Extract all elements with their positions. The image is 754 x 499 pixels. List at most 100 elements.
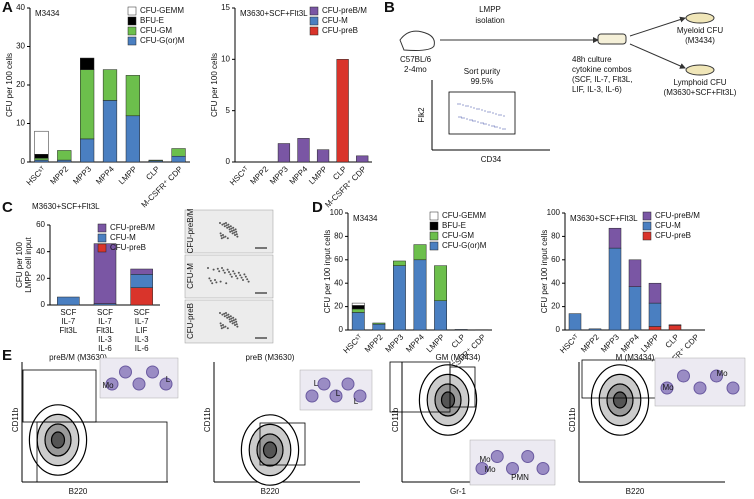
x-tick-label: LMPP xyxy=(117,165,139,187)
chart-title: M3434 xyxy=(353,214,378,223)
bar-segment xyxy=(130,268,153,275)
y-tick-label: 60 xyxy=(334,255,343,264)
colony-cell xyxy=(230,317,233,320)
cell-label: L xyxy=(354,397,359,406)
colony-cell xyxy=(223,312,226,315)
colony-cell xyxy=(228,271,230,273)
colony-cell xyxy=(229,273,232,276)
legend-label: CFU-preB/M xyxy=(655,211,700,220)
colony-cell xyxy=(226,316,229,319)
y-tick-label: 100 xyxy=(547,208,561,217)
cell-label: L xyxy=(314,379,319,388)
colony-cell xyxy=(236,235,239,238)
y-tick-label: 10 xyxy=(16,119,25,128)
legend-label: BFU-E xyxy=(140,16,164,25)
x-axis-label: CD34 xyxy=(481,155,502,164)
cell-label: Mo xyxy=(484,465,496,474)
x-tick-label: MPP3 xyxy=(71,164,93,186)
colony-cell xyxy=(225,282,228,285)
event-dot xyxy=(482,122,484,124)
y-tick-label: 80 xyxy=(551,232,560,241)
x-tick-label: HSCˢᵀ xyxy=(558,332,581,355)
legend-label: CFU-preB xyxy=(655,231,691,240)
event-dot xyxy=(495,113,497,115)
x-tick-label: IL-7 xyxy=(135,317,149,326)
y-axis-label: CD11b xyxy=(568,407,577,432)
cell xyxy=(132,377,146,391)
x-tick-label: HSCˢᵀ xyxy=(25,164,48,187)
culture-label: (SCF, IL-7, Flt3L, xyxy=(572,75,632,84)
legend-swatch xyxy=(309,16,319,26)
y-tick-label: 0 xyxy=(21,157,26,166)
legend-label: CFU-M xyxy=(322,16,348,25)
colony-image xyxy=(184,209,274,254)
legend-swatch xyxy=(97,223,107,233)
legend-label: CFU-GM xyxy=(140,26,172,35)
contour xyxy=(50,431,66,449)
bar-segment xyxy=(57,296,80,306)
colony-cell xyxy=(215,281,218,284)
colony-cell xyxy=(220,237,223,240)
output-label: Lymphoid CFU xyxy=(673,78,726,87)
bar-segment xyxy=(102,69,118,101)
colony-cell xyxy=(236,277,239,280)
bar-segment xyxy=(568,313,582,331)
event-dot xyxy=(471,119,473,121)
event-dot xyxy=(467,105,469,107)
legend-swatch xyxy=(309,26,319,36)
colony-label: CFU-preB xyxy=(186,303,195,339)
y-tick-label: 60 xyxy=(36,220,45,229)
output-label: Myeloid CFU xyxy=(677,26,723,35)
colony-cell xyxy=(247,280,250,283)
event-dot xyxy=(470,106,472,108)
bar-segment xyxy=(413,259,427,331)
panel-label: C xyxy=(2,199,13,216)
gate xyxy=(449,366,476,408)
bar-segment xyxy=(434,300,447,331)
event-dot xyxy=(484,110,486,112)
colony-cell xyxy=(225,314,228,317)
cell xyxy=(677,369,690,383)
bar-segment xyxy=(130,274,153,288)
event-dot xyxy=(476,108,478,110)
x-tick-label: LIF xyxy=(136,326,148,335)
cell xyxy=(353,389,367,403)
arrow xyxy=(629,43,686,69)
colony-cell xyxy=(231,320,233,322)
output-label: (M3630+SCF+Flt3L) xyxy=(664,88,737,97)
output-label: (M3434) xyxy=(685,36,715,45)
bar-segment xyxy=(57,159,72,163)
colony-cell xyxy=(221,223,224,226)
event-dot xyxy=(487,111,489,113)
mouse-label: C57BL/6 xyxy=(400,55,432,64)
legend-label: CFU-GM xyxy=(442,231,474,240)
event-dot xyxy=(458,116,460,118)
y-axis-label: LMPP cell input xyxy=(24,237,33,293)
colony-cell xyxy=(219,232,222,235)
cell xyxy=(521,450,535,463)
x-tick-label: IL-7 xyxy=(98,317,112,326)
event-dot xyxy=(469,119,471,121)
y-tick-label: 20 xyxy=(36,273,45,282)
legend-swatch xyxy=(309,6,319,16)
step-label: LMPP xyxy=(479,5,501,14)
cell xyxy=(146,365,159,379)
panel-label: B xyxy=(384,0,395,16)
event-dot xyxy=(462,104,464,106)
x-tick-label: MPP3 xyxy=(599,332,621,354)
bar-segment xyxy=(351,308,365,313)
x-tick-label: IL-3 xyxy=(98,335,112,344)
bar-segment xyxy=(34,154,49,159)
x-tick-label: MPP4 xyxy=(288,164,310,186)
colony-cell xyxy=(234,318,237,321)
legend-swatch xyxy=(642,221,652,231)
colony-cell xyxy=(207,267,209,269)
x-tick-label: MPP4 xyxy=(94,164,116,186)
x-tick-label: MPP2 xyxy=(363,332,385,354)
colony-cell xyxy=(209,279,212,282)
sort-title: Sort purity xyxy=(464,67,500,76)
legend-label: CFU-preB/M xyxy=(322,6,367,15)
x-tick-label: CLP xyxy=(664,333,681,350)
event-dot xyxy=(494,126,496,128)
colony-cell xyxy=(228,226,230,228)
